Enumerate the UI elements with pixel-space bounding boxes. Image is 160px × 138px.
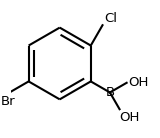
Text: B: B	[105, 86, 114, 99]
Text: Br: Br	[1, 95, 16, 108]
Text: Cl: Cl	[104, 12, 117, 25]
Text: OH: OH	[128, 76, 148, 89]
Text: OH: OH	[120, 111, 140, 124]
